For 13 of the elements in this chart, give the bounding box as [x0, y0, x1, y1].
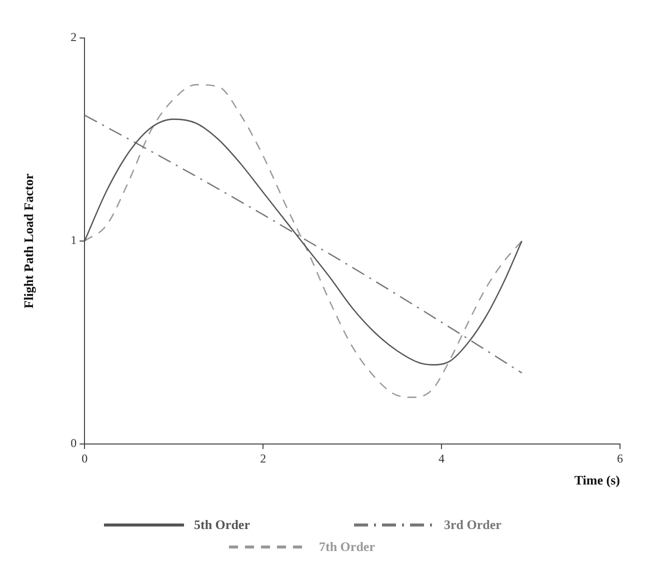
y-tick-label: 0 [70, 436, 77, 450]
text: 3rd Order [444, 517, 502, 533]
y-tick-label: 1 [70, 233, 77, 248]
x-axis-title: Time (s) [574, 472, 620, 488]
text: 5th Order [194, 517, 250, 533]
text: 7th Order [319, 539, 375, 555]
x-tick-label: 0 [82, 451, 88, 466]
line-series [84, 84, 522, 398]
y-axis-title: Flight Path Load Factor [21, 173, 36, 308]
x-tick-label: 6 [617, 451, 623, 466]
x-tick-label: 2 [260, 451, 266, 466]
x-tick-label: 4 [438, 451, 445, 466]
y-tick-label: 2 [70, 30, 77, 44]
